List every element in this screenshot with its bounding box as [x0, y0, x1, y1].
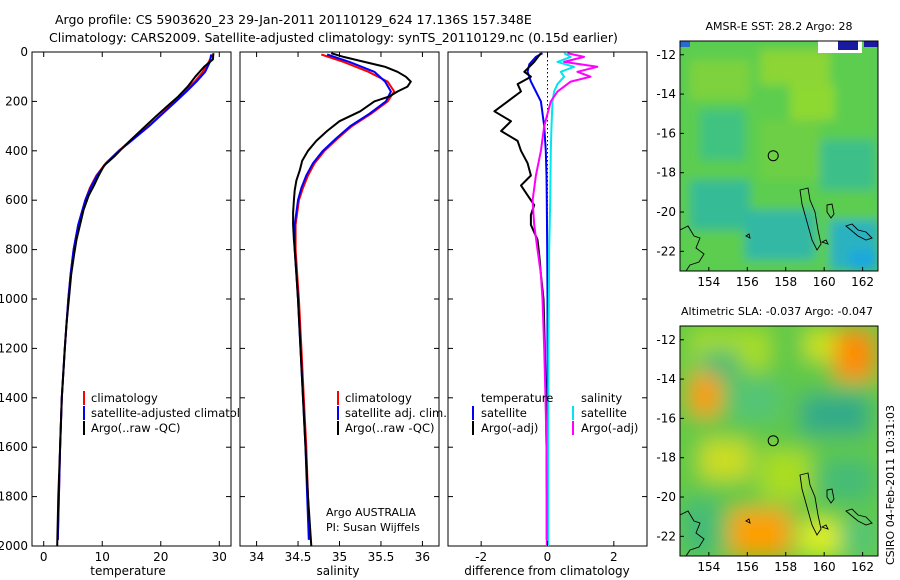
salinity-xtick-label: 35	[332, 550, 347, 564]
sst-map-ytick-label: -12	[656, 48, 676, 62]
temperature-ytick-label: 200	[5, 94, 28, 108]
legend-label-satellite-adj: satellite adj. clim.	[345, 406, 447, 420]
sla-map-xtick-label: 158	[774, 560, 797, 574]
credit-label: CSIRO 04-Feb-2011 10:31:03	[884, 405, 897, 565]
legend-label-satellite-adjusted: satellite-adjusted climatology	[91, 406, 261, 420]
temperature-xtick-label: 20	[153, 550, 168, 564]
sst-map-xtick-label: 158	[774, 275, 797, 289]
sst-map-axes: 154 156 158 160 162 -12 -14 -16 -18 -20 -22	[656, 48, 874, 289]
program-label: Argo AUSTRALIA	[326, 506, 416, 519]
sla-map-ytick-label: -12	[656, 333, 676, 347]
sst-map-ytick-label: -14	[656, 87, 676, 101]
temperature-ytick-label: 1800	[0, 490, 28, 504]
salinity-series	[292, 52, 412, 547]
temperature-ytick-label: 1200	[0, 341, 28, 355]
temperature-axes-box	[31, 51, 232, 547]
difference-panel: -2 0 2 difference from climatology tempera…	[447, 51, 648, 578]
sla-coastline	[680, 472, 873, 556]
salinity-axes-box	[239, 51, 440, 547]
salinity-xtick-label: 34	[249, 550, 264, 564]
sst-map-ytick-label: -22	[656, 244, 676, 258]
sla-map-xtick-label: 160	[813, 560, 836, 574]
salinity-xtick-label: 35.5	[368, 550, 395, 564]
temperature-series	[56, 53, 215, 547]
temperature-ytick-label: 1000	[0, 292, 28, 306]
difference-axes: -2 0 2	[448, 51, 647, 564]
sla-map-ytick-label: -22	[656, 529, 676, 543]
sst-map-xtick-label: 154	[697, 275, 720, 289]
legend-header-salinity: salinity	[581, 391, 622, 405]
sla-map-title: Altimetric SLA: -0.037 Argo: -0.047	[681, 305, 873, 318]
sla-map-axes: 154 156 158 160 162 -12 -14 -16 -18 -20 -22	[656, 333, 874, 574]
salinity-legend: climatology satellite adj. clim. Argo(..…	[337, 391, 447, 435]
figure-title-line1: Argo profile: CS 5903620_23 29-Jan-2011 …	[55, 12, 532, 27]
salinity-xlabel: salinity	[316, 564, 359, 578]
sst-map-xtick-label: 160	[813, 275, 836, 289]
sla-field	[680, 326, 878, 556]
legend-label-climatology: climatology	[91, 391, 158, 405]
sla-map-xtick-label: 162	[851, 560, 874, 574]
legend-label-temp-argo: Argo(-adj)	[481, 421, 538, 435]
legend-label-temp-satellite: satellite	[481, 406, 527, 420]
legend-label-sal-argo: Argo(-adj)	[581, 421, 638, 435]
sla-map-ytick-label: -20	[656, 490, 676, 504]
sst-map-frame	[679, 40, 879, 272]
legend-label-sal-satellite: satellite	[581, 406, 627, 420]
difference-series	[493, 52, 599, 546]
legend-label-argo: Argo(..raw -QC)	[91, 421, 181, 435]
difference-legend: temperature satellite Argo(-adj) salinit…	[472, 391, 638, 435]
temperature-ytick-label: 1400	[0, 391, 28, 405]
sst-map-ytick-label: -20	[656, 205, 676, 219]
difference-xtick-label: 2	[610, 550, 618, 564]
legend-header-temperature: temperature	[481, 391, 553, 405]
temperature-ytick-label: 0	[20, 45, 28, 59]
salinity-xtick-label: 34.5	[285, 550, 312, 564]
salinity-axes: 34 34.5 35 35.5 36	[240, 51, 439, 564]
figure-title-line2: Climatology: CARS2009. Satellite-adjuste…	[49, 30, 618, 45]
temperature-axes: 0 10 20 30 0 200 400 600 800 1000 1200 1400 1600 1800…	[0, 45, 231, 564]
sst-field	[680, 41, 878, 271]
salinity-xtick-label: 36	[415, 550, 430, 564]
sst-map-ytick-label: -16	[656, 126, 676, 140]
sst-map-title: AMSR-E SST: 28.2 Argo: 28	[705, 20, 852, 33]
sst-argo-location	[767, 150, 779, 162]
sst-coastline	[680, 187, 873, 271]
sla-map-frame	[679, 325, 879, 557]
temperature-ytick-label: 600	[5, 193, 28, 207]
sla-map-xtick-label: 154	[697, 560, 720, 574]
sla-map-ytick-label: -14	[656, 372, 676, 386]
difference-xtick-label: 0	[544, 550, 552, 564]
salinity-series-argo-raw-qc	[292, 52, 412, 547]
temperature-xlabel: temperature	[90, 564, 165, 578]
pi-label: PI: Susan Wijffels	[326, 521, 420, 534]
temperature-legend: climatology satellite-adjusted climatolo…	[83, 391, 261, 435]
salinity-panel: 34 34.5 35 35.5 36 salinity climatology sate…	[239, 51, 447, 578]
sst-map-ytick-label: -18	[656, 166, 676, 180]
temperature-ytick-label: 800	[5, 243, 28, 257]
temperature-ytick-label: 2000	[0, 539, 28, 553]
sla-argo-location	[767, 435, 779, 447]
sst-map-panel: AMSR-E SST: 28.2 Argo: 28	[656, 20, 879, 289]
sla-map-panel: Altimetric SLA: -0.037 Argo: -0.047	[656, 305, 879, 574]
temperature-xtick-label: 30	[212, 550, 227, 564]
temperature-xtick-label: 10	[95, 550, 110, 564]
legend-label-argo: Argo(..raw -QC)	[345, 421, 435, 435]
temperature-series-argo-raw-qc	[56, 53, 215, 547]
sst-map-xtick-label: 156	[736, 275, 759, 289]
sla-map-xtick-label: 156	[736, 560, 759, 574]
legend-label-climatology: climatology	[345, 391, 412, 405]
temperature-xtick-label: 0	[40, 550, 48, 564]
sla-map-ytick-label: -18	[656, 451, 676, 465]
sst-map-xtick-label: 162	[851, 275, 874, 289]
sla-map-ytick-label: -16	[656, 411, 676, 425]
difference-series-salinity-argo-adj	[531, 52, 599, 546]
difference-xlabel: difference from climatology	[464, 564, 630, 578]
temperature-ytick-label: 1600	[0, 440, 28, 454]
temperature-ytick-label: 400	[5, 144, 28, 158]
temperature-panel: 0 10 20 30 0 200 400 600 800 1000 1200 1400 1600 1800…	[0, 45, 261, 578]
difference-xtick-label: -2	[475, 550, 487, 564]
